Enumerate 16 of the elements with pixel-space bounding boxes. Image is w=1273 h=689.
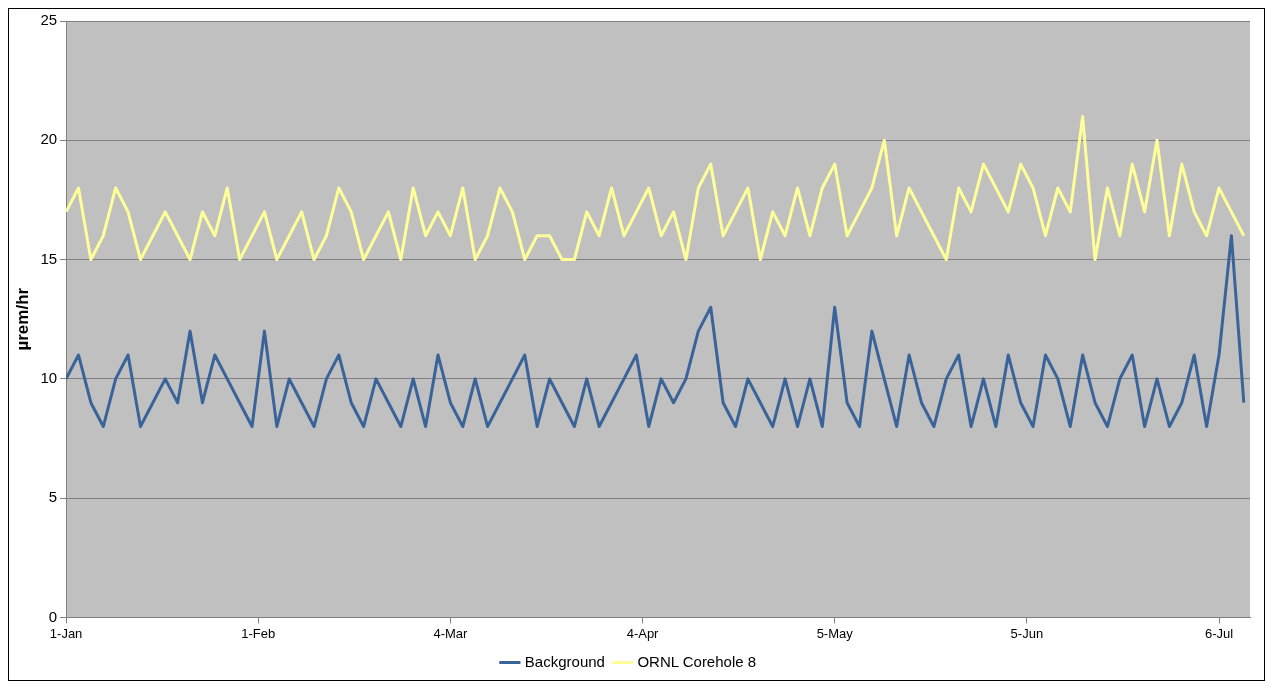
x-tick-label: 6-Jul	[1204, 625, 1234, 641]
y-tick-label: 15	[40, 249, 58, 267]
y-axis-title: µrem/hr	[12, 287, 32, 351]
x-tick-label: 4-Apr	[626, 625, 660, 641]
x-tick-label: 4-Mar	[433, 625, 469, 641]
x-tick-label: 1-Feb	[241, 625, 276, 641]
x-tick-label: 5-May	[816, 625, 854, 641]
x-tick-label: 5-Jun	[1010, 625, 1044, 641]
y-tick-label: 25	[40, 11, 58, 29]
y-tick-label: 10	[40, 368, 58, 386]
legend-label: ORNL Corehole 8	[637, 652, 757, 670]
legend-label: Background	[524, 652, 605, 670]
y-tick-label: 5	[48, 488, 58, 506]
y-tick-label: 0	[48, 607, 58, 625]
y-tick-label: 20	[40, 130, 58, 148]
x-tick-label: 1-Jan	[49, 625, 83, 641]
